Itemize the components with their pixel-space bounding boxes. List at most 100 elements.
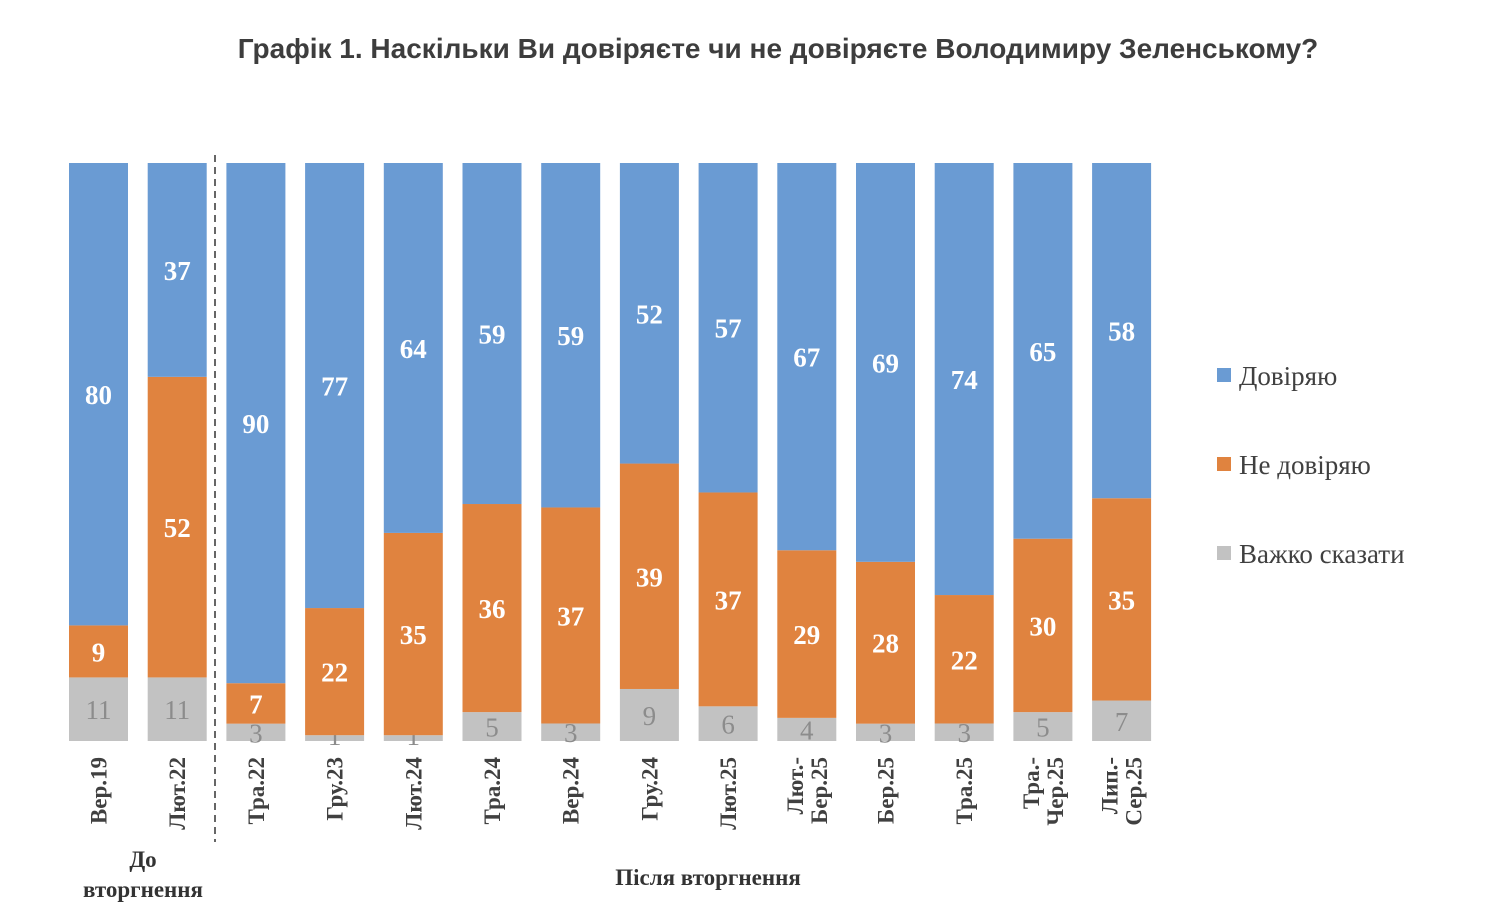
x-axis-labels: Вер.19 Лют.22 Тра.22 Гру.23 Лют.24 Тра.24 Вер.… [87,757,1147,830]
svg-text:Вер.19: Вер.19 [87,757,112,824]
svg-text:Лют.-Бер.25: Лют.-Бер.25 [783,757,832,824]
data-label: 7 [1115,707,1129,737]
x-tick-label: Тра.24 [480,757,505,825]
data-label: 57 [715,314,742,344]
x-tick-label: Лют.25 [716,757,741,830]
svg-text:Вер.24: Вер.24 [559,757,584,825]
data-label: 58 [1108,317,1135,347]
bar-segment [541,163,601,508]
legend-swatch [1217,546,1231,560]
data-label: 77 [321,372,348,402]
svg-text:Тра.25: Тра.25 [952,757,977,825]
bar-segment [147,163,207,377]
data-label: 3 [249,718,263,748]
data-label: 29 [793,620,820,650]
svg-text:Лют.24: Лют.24 [401,757,426,830]
bar-segment [541,723,601,741]
bar-segment [777,550,837,718]
data-label: 37 [557,601,584,631]
data-label: 59 [557,321,584,351]
svg-text:Лют.25: Лют.25 [716,757,741,830]
chart-title: Графік 1. Наскільки Ви довіряєте чи не д… [238,33,1319,64]
bar-segment [69,625,128,678]
data-label: 39 [636,562,663,592]
bar-segment [777,717,837,741]
data-label: 11 [86,695,112,725]
x-tick-label: Бер.25 [874,757,899,824]
x-tick-label: Вер.19 [87,757,112,824]
bar-segment [305,735,365,741]
bar-segment [541,507,601,724]
bar-segment [147,376,207,678]
data-label: 74 [951,365,978,395]
bar-segment [383,735,443,741]
data-label: 59 [479,320,506,350]
data-label: 69 [872,348,899,378]
x-tick-label: Лют.24 [401,757,426,830]
svg-text:Тра.22: Тра.22 [244,757,269,825]
data-label: 90 [242,409,269,439]
x-tick-label: Лют.22 [165,757,190,830]
bar-segment [856,723,915,741]
x-tick-label: Лип.-Сер.25 [1098,757,1147,826]
data-label: 28 [872,629,899,659]
bar-segment [619,163,679,464]
legend-swatch [1217,457,1231,471]
data-label: 22 [951,645,978,675]
data-label: 3 [957,718,971,748]
x-tick-label: Тра.-Чер.25 [1019,757,1068,826]
data-label: 36 [479,594,506,624]
data-label: 22 [321,658,348,688]
data-label: 80 [85,380,112,410]
data-label: 37 [164,256,191,286]
data-label: 9 [92,637,106,667]
bars: 1198011523737901227713564536593375993952… [69,163,1152,751]
data-label: 5 [1036,713,1050,743]
svg-text:Гру.23: Гру.23 [323,757,348,821]
bar-segment [856,561,915,724]
bar-segment [1013,712,1073,741]
data-label: 3 [564,718,578,748]
bar-segment [1013,538,1073,713]
svg-text:Гру.24: Гру.24 [637,757,662,821]
legend-entry: Не довіряю [1239,450,1371,480]
data-label: 4 [800,715,814,745]
data-label: 64 [400,334,427,364]
x-tick-label: Гру.23 [323,757,348,821]
bar-segment [383,532,443,736]
group-label-before: До вторгнення [83,847,203,902]
legend-entry: Довіряю [1239,361,1337,391]
data-label: 67 [793,343,820,373]
x-tick-label: Вер.24 [559,757,584,825]
svg-text:Лют.22: Лют.22 [165,757,190,830]
bar-segment [462,163,522,505]
bar-segment [856,163,915,562]
data-label: 35 [1108,585,1135,615]
data-label: 37 [715,585,742,615]
bar-segment [383,163,443,533]
bar-segment [1013,163,1073,539]
bar-segment [305,608,365,736]
data-label: 35 [400,620,427,650]
bar-segment [462,504,522,713]
bar-segment [698,706,758,741]
data-label: 9 [643,701,657,731]
data-label: 52 [164,513,191,543]
bar-segment [305,163,365,609]
bar-segment [698,163,758,493]
data-label: 30 [1029,611,1056,641]
legend-swatch [1217,368,1231,382]
bar-segment [1092,163,1152,499]
group-label-after: Після вторгнення [615,865,801,890]
x-tick-label: Гру.24 [637,757,662,821]
bar-segment [934,595,994,724]
x-tick-label: Тра.25 [952,757,977,825]
data-label: 11 [164,695,190,725]
bar-segment [226,683,286,724]
svg-text:Тра.24: Тра.24 [480,757,505,825]
legend: Довіряю Не довіряю Важко сказати [1217,361,1405,569]
data-label: 7 [249,689,263,719]
bar-segment [1092,700,1152,741]
data-label: 5 [485,713,499,743]
